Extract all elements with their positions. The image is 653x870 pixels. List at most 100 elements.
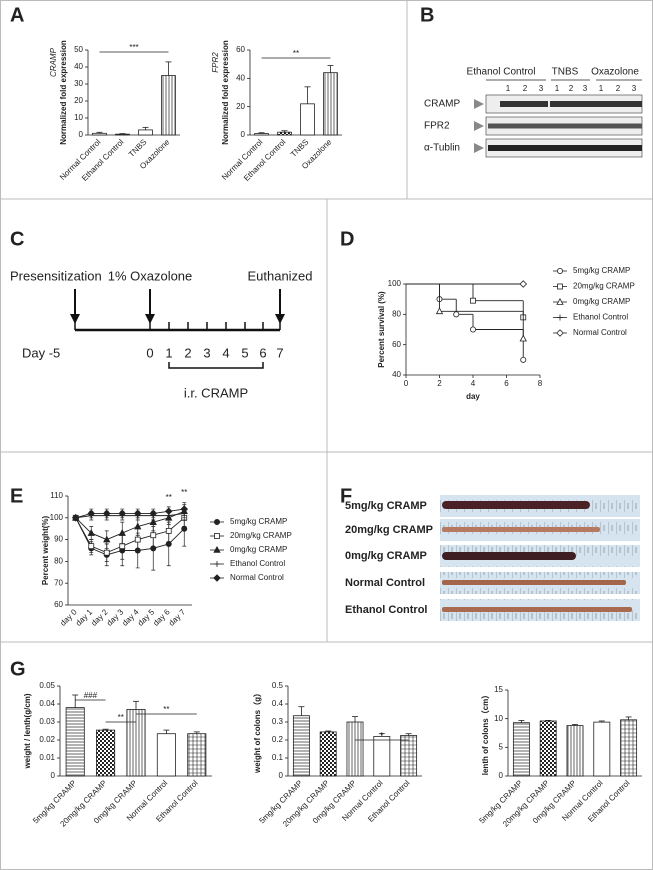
data-point <box>164 507 173 516</box>
x-tick-label: 8 <box>538 379 543 388</box>
day-label: 3 <box>203 345 210 360</box>
y-tick-label: 0.02 <box>39 735 55 744</box>
y-tick-label: 60 <box>54 600 63 609</box>
x-tick-label: 6 <box>504 379 509 388</box>
y-axis-title: Normalized fold expression <box>59 40 68 145</box>
event-label: Presensitization <box>10 268 102 283</box>
lane-label: 3 <box>583 84 588 93</box>
y-tick-label: 0.5 <box>272 681 284 690</box>
y-tick-label: 110 <box>50 491 63 500</box>
data-point <box>87 509 96 518</box>
y-axis-title: weight / lenth(g/cm) <box>23 693 32 769</box>
y-axis-title: Percent survival (%) <box>377 291 386 368</box>
x-tick-label: 20mg/kg CRAMP <box>501 779 551 829</box>
data-point <box>134 522 142 530</box>
y-tick-label: 0.2 <box>272 735 284 744</box>
y-tick-label: 10 <box>74 113 83 122</box>
data-point <box>87 529 95 536</box>
row-label: α-Tublin <box>424 143 460 154</box>
y-tick-label: 0.4 <box>272 699 284 708</box>
bar <box>254 133 269 136</box>
legend-label: Normal Control <box>573 328 627 337</box>
legend-label: Normal Control <box>230 573 284 582</box>
data-point <box>103 549 110 556</box>
data-point <box>181 525 188 532</box>
x-axis-title: day <box>466 392 480 401</box>
significance-label: ** <box>166 493 172 502</box>
lane-label: 3 <box>539 84 544 93</box>
panel-label: D <box>340 228 354 250</box>
data-point <box>134 536 141 543</box>
y-tick-label: 0 <box>79 130 84 139</box>
lane-label: 1 <box>599 84 604 93</box>
y-tick-label: 0 <box>499 771 504 780</box>
photo-label: Ethanol Control <box>345 604 428 616</box>
data-point <box>118 509 127 518</box>
y-tick-label: 90 <box>54 535 63 544</box>
panel-label: E <box>10 485 23 507</box>
legend-label: 0mg/kg CRAMP <box>230 545 287 554</box>
event-label: 1% Oxazolone <box>108 268 193 283</box>
bar <box>277 131 292 136</box>
bar <box>65 707 85 777</box>
y-tick-label: 20 <box>74 96 83 105</box>
data-point <box>71 514 80 522</box>
y-tick-label: 0.04 <box>39 699 55 708</box>
data-point <box>133 509 142 518</box>
data-point <box>102 509 111 518</box>
colon-photo: 5mg/kg CRAMP 20mg/kg CRAMP 0mg/kg CRAMP … <box>345 495 640 621</box>
bar <box>373 736 391 777</box>
day-label: 6 <box>259 345 266 360</box>
y-tick-label: 0 <box>51 771 56 780</box>
panel-label: C <box>10 228 24 250</box>
legend-marker <box>214 561 220 567</box>
bar <box>96 729 116 777</box>
y-tick-label: 0.05 <box>39 681 55 690</box>
y-tick-label: 100 <box>50 513 64 522</box>
x-tick-label: 4 <box>471 379 476 388</box>
panel-label: F <box>340 485 352 507</box>
lane-label: 2 <box>523 84 528 93</box>
significance-label: * <box>380 731 383 740</box>
y-tick-label: 40 <box>236 73 245 82</box>
data-point <box>519 280 528 288</box>
x-tick-label: TNBS <box>127 138 148 159</box>
y-tick-label: 30 <box>74 79 83 88</box>
data-point <box>469 326 476 333</box>
legend-label: Ethanol Control <box>573 313 628 322</box>
data-point <box>165 527 172 534</box>
bar <box>593 721 611 777</box>
x-tick-label: day 7 <box>167 607 188 628</box>
x-tick-label: TNBS <box>289 138 310 159</box>
western-blot: Ethanol Control TNBS Oxazolone 1 2 3 1 2… <box>424 67 643 158</box>
bar <box>126 709 146 777</box>
bar <box>319 731 337 777</box>
y-tick-label: 15 <box>494 685 503 694</box>
bar <box>187 733 207 777</box>
legend-marker <box>214 533 220 539</box>
legend-label: 5mg/kg CRAMP <box>230 517 287 526</box>
y-tick-label: 20 <box>236 102 245 111</box>
x-tick-label: 2 <box>437 379 442 388</box>
bar <box>300 103 315 136</box>
lane-label: 1 <box>555 84 560 93</box>
x-tick-label: Ethanol Control <box>242 137 288 183</box>
gene-label: CRAMP <box>49 47 58 77</box>
panel-label: B <box>420 4 434 26</box>
bar <box>292 715 310 777</box>
bar <box>620 719 638 777</box>
data-point <box>520 356 527 363</box>
x-tick-label: 0 <box>404 379 409 388</box>
panel-label: A <box>10 4 24 26</box>
y-axis-title: weight of colons（g） <box>252 689 262 774</box>
data-point <box>88 543 95 550</box>
photo-label: 0mg/kg CRAMP <box>345 550 427 562</box>
data-point <box>165 540 172 547</box>
group-label: Oxazolone <box>591 67 639 78</box>
data-point <box>149 509 158 518</box>
bar <box>539 720 557 777</box>
y-tick-label: 50 <box>74 45 83 54</box>
day-label: 1 <box>165 345 172 360</box>
day-label: 7 <box>276 345 283 360</box>
